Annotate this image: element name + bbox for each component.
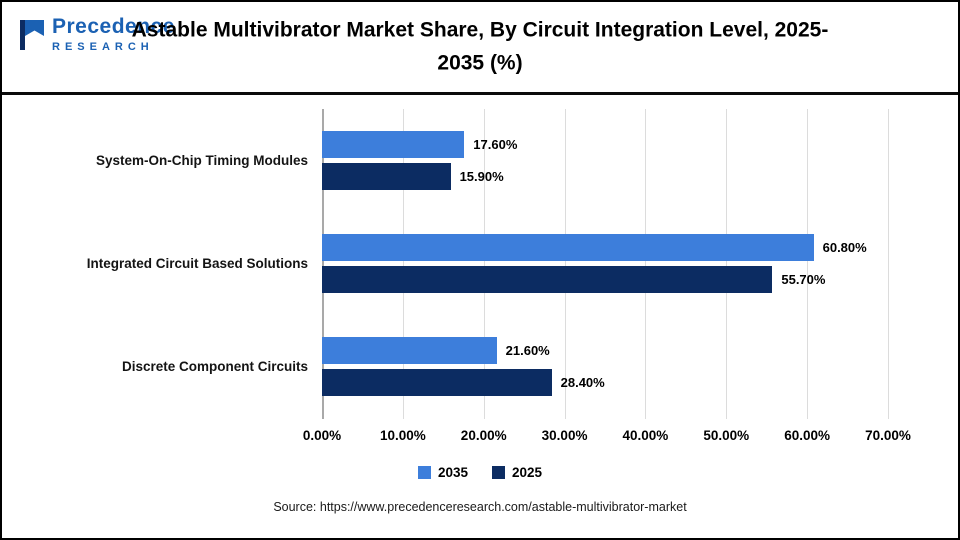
logo-text: Precedence RESEARCH — [52, 16, 175, 53]
category-label: Integrated Circuit Based Solutions — [86, 256, 308, 271]
x-tick: 50.00% — [703, 428, 750, 443]
x-tick: 30.00% — [541, 428, 588, 443]
bar-line-2025: 28.40% — [322, 369, 888, 396]
logo-flag-icon — [18, 18, 46, 57]
source-text: Source: https://www.precedenceresearch.c… — [273, 500, 687, 514]
category-row: Discrete Component Circuits 21.60% 28.40% — [2, 315, 958, 418]
grid-line — [402, 109, 404, 419]
chart-title: Astable Multivibrator Market Share, By C… — [131, 18, 829, 74]
plot-rows: System-On-Chip Timing Modules 17.60% 15.90… — [2, 109, 958, 419]
grid-layer — [322, 109, 889, 419]
value-label: 17.60% — [473, 137, 518, 152]
bar-2035 — [322, 234, 814, 261]
value-label: 60.80% — [822, 240, 867, 255]
bar-2035 — [322, 131, 465, 158]
legend: 2035 2025 — [2, 465, 958, 480]
bar-line-2035: 21.60% — [322, 337, 888, 364]
grid-line — [564, 109, 566, 419]
bar-2025 — [322, 163, 451, 190]
value-label: 21.60% — [505, 343, 550, 358]
grid-line — [807, 109, 809, 419]
category-label: System-On-Chip Timing Modules — [95, 153, 308, 168]
bar-2035 — [322, 337, 497, 364]
y-axis-line — [322, 109, 324, 419]
x-axis: 0.00% 10.00% 20.00% 30.00% 40.00% 50.00% 60.00… — [303, 419, 911, 449]
logo-subname: RESEARCH — [52, 41, 154, 53]
category-label: Discrete Component Circuits — [121, 359, 308, 374]
x-tick: 40.00% — [622, 428, 669, 443]
category-row: Integrated Circuit Based Solutions 60.80%… — [2, 212, 958, 315]
legend-swatch-2035 — [417, 466, 431, 479]
bar-line-2025: 55.70% — [322, 266, 888, 293]
legend-label: 2035 — [437, 465, 468, 480]
grid-line — [645, 109, 647, 419]
bar-group: 21.60% 28.40% — [322, 337, 888, 396]
chart-plot-area: System-On-Chip Timing Modules 17.60% 15.90… — [2, 109, 958, 419]
x-tick: 0.00% — [302, 428, 342, 443]
grid-line — [726, 109, 728, 419]
legend-label: 2025 — [512, 465, 543, 480]
grid-line — [483, 109, 485, 419]
value-label: 55.70% — [781, 272, 826, 287]
bar-line-2035: 17.60% — [322, 131, 888, 158]
category-row: System-On-Chip Timing Modules 17.60% 15.90… — [2, 109, 958, 212]
legend-item-2035: 2035 — [417, 465, 468, 480]
bar-group: 60.80% 55.70% — [322, 234, 888, 293]
legend-swatch-2025 — [492, 466, 505, 479]
bar-line-2025: 15.90% — [322, 163, 888, 190]
x-tick: 70.00% — [865, 428, 911, 443]
grid-line — [888, 109, 889, 419]
header: Precedence RESEARCH Astable Multivibrato… — [2, 2, 958, 95]
x-tick: 60.00% — [784, 428, 831, 443]
x-tick: 10.00% — [379, 428, 426, 443]
logo-name: Precedence — [52, 15, 175, 38]
precedence-research-logo: Precedence RESEARCH — [18, 16, 175, 57]
bar-2025 — [322, 266, 773, 293]
bar-2025 — [322, 369, 552, 396]
bar-group: 17.60% 15.90% — [322, 131, 888, 190]
value-label: 28.40% — [560, 375, 605, 390]
value-label: 15.90% — [459, 169, 504, 184]
x-tick: 20.00% — [460, 428, 507, 443]
bar-line-2035: 60.80% — [322, 234, 888, 261]
legend-item-2025: 2025 — [492, 465, 542, 480]
